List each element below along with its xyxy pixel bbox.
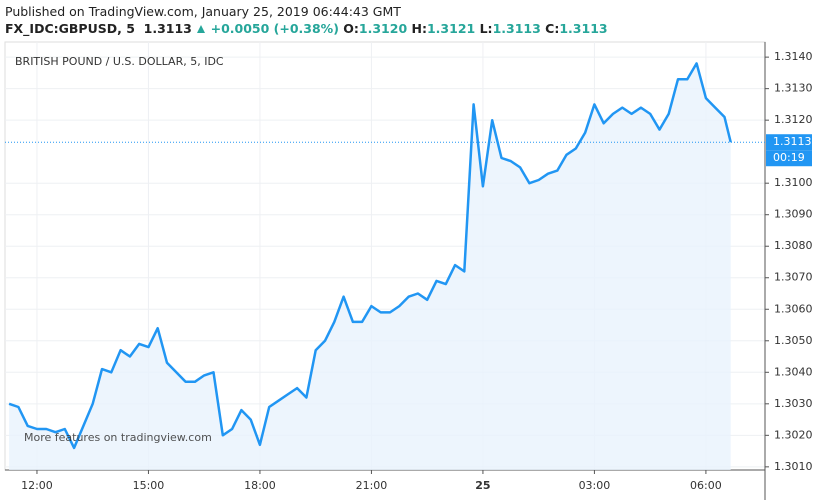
watermark: More features on tradingview.com bbox=[24, 431, 212, 444]
y-tick-label: 1.3090 bbox=[774, 208, 813, 221]
x-tick-label: 25 bbox=[475, 479, 490, 492]
y-tick-label: 1.3040 bbox=[774, 365, 813, 378]
countdown-tag bbox=[766, 150, 812, 167]
last-price-label: 1.3113 bbox=[773, 135, 812, 148]
change: +0.0050 (+0.38%) bbox=[210, 21, 339, 36]
y-tick-label: 1.3010 bbox=[774, 460, 813, 473]
y-tick-label: 1.3080 bbox=[774, 239, 813, 252]
chart-title: BRITISH POUND / U.S. DOLLAR, 5, IDC bbox=[15, 55, 224, 68]
countdown: 00:19 bbox=[773, 151, 805, 164]
ohlc-value: 1.3121 bbox=[426, 21, 476, 36]
symbol-line: FX_IDC:GBPUSD, 5 1.3113 +0.0050 (+0.38%)… bbox=[5, 21, 608, 36]
x-tick-label: 12:00 bbox=[21, 479, 53, 492]
x-tick-label: 03:00 bbox=[579, 479, 611, 492]
up-arrow bbox=[197, 25, 206, 33]
last-price: 1.3113 bbox=[143, 21, 192, 36]
published-line: Published on TradingView.com, January 25… bbox=[5, 4, 401, 19]
y-tick-label: 1.3140 bbox=[774, 50, 813, 63]
y-tick-label: 1.3120 bbox=[774, 113, 813, 126]
y-tick-label: 1.3100 bbox=[774, 176, 813, 189]
x-tick-label: 21:00 bbox=[356, 479, 388, 492]
y-tick-label: 1.3020 bbox=[774, 428, 813, 441]
y-tick-label: 1.3050 bbox=[774, 334, 813, 347]
symbol: FX_IDC:GBPUSD, 5 bbox=[5, 21, 135, 36]
y-tick-label: 1.3060 bbox=[774, 302, 813, 315]
ohlc-value: 1.3120 bbox=[358, 21, 408, 36]
ohlc-value: 1.3113 bbox=[492, 21, 541, 36]
ohlc-label: O: bbox=[343, 21, 359, 36]
y-tick-label: 1.3070 bbox=[774, 271, 813, 284]
x-tick-label: 18:00 bbox=[244, 479, 276, 492]
x-tick-label: 15:00 bbox=[133, 479, 165, 492]
last-price-tag bbox=[766, 134, 812, 151]
price-line bbox=[8, 62, 732, 450]
y-tick-label: 1.3030 bbox=[774, 397, 813, 410]
area bbox=[9, 63, 731, 471]
ohlc-label: H: bbox=[411, 21, 427, 36]
x-tick-label: 06:00 bbox=[690, 479, 722, 492]
ohlc-label: L: bbox=[479, 21, 493, 36]
ohlc: O:1.3120 H:1.3121 L:1.3113 C:1.3113 bbox=[343, 21, 607, 36]
ohlc-label: C: bbox=[545, 21, 560, 36]
y-tick-label: 1.3130 bbox=[774, 82, 813, 95]
ohlc-value: 1.3113 bbox=[559, 21, 608, 36]
